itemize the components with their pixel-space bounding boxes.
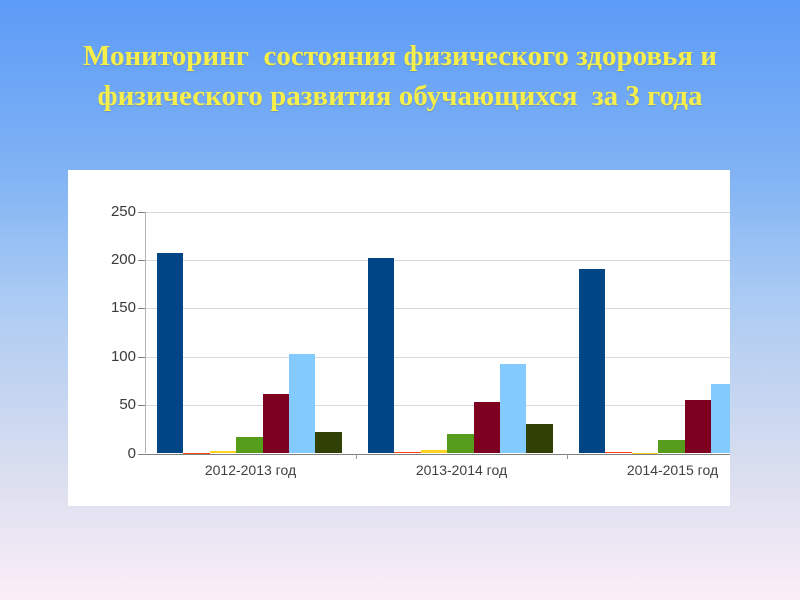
y-axis-label: 250	[110, 202, 136, 220]
y-axis-tick	[138, 356, 145, 358]
gridline	[145, 308, 730, 310]
bar-series-1-dark-blue-group3	[579, 268, 606, 454]
y-axis-tick	[138, 308, 145, 310]
bar-series-1-dark-blue-group1	[157, 253, 184, 454]
bar-series-7-dark-olive-group1	[315, 432, 342, 454]
y-axis-label: 0	[127, 444, 136, 462]
x-axis-label: 2013-2014 год	[415, 462, 508, 478]
x-axis-line	[138, 453, 730, 455]
y-axis-label: 200	[110, 251, 136, 269]
gridline	[145, 211, 730, 213]
bar-series-4-green-group1	[236, 437, 263, 454]
y-axis-line	[145, 211, 146, 454]
bar-series-2-orange-red-group2	[394, 451, 421, 454]
y-axis-label: 50	[119, 396, 136, 414]
x-axis-tick	[356, 453, 357, 459]
x-axis-label: 2014-2015 год	[626, 462, 719, 478]
bar-series-7-dark-olive-group2	[526, 424, 553, 454]
y-axis-label: 100	[110, 347, 136, 365]
bar-series-5-dark-red-group2	[473, 402, 500, 454]
bar-series-6-light-blue-group3	[711, 383, 730, 454]
bar-series-4-green-group3	[658, 439, 685, 454]
slide-title: Мониторинг состояния физического здоровь…	[0, 36, 800, 116]
bar-series-2-orange-red-group3	[605, 451, 632, 454]
y-axis-tick	[138, 211, 145, 213]
x-axis-tick	[567, 453, 568, 459]
bar-series-3-yellow-group2	[420, 449, 448, 454]
gridline	[145, 356, 730, 358]
bar-series-6-light-blue-group1	[289, 353, 316, 454]
slide-title-line2: физического развития обучающихся за 3 го…	[97, 80, 703, 112]
gridline	[145, 405, 730, 407]
y-axis-tick	[138, 453, 145, 455]
bar-series-1-dark-blue-group2	[368, 258, 395, 454]
bar-series-5-dark-red-group1	[262, 393, 289, 454]
y-axis-tick	[138, 260, 145, 262]
y-axis-label: 150	[110, 299, 136, 317]
x-axis-label: 2012-2013 год	[204, 462, 297, 478]
bar-series-3-yellow-group1	[209, 450, 237, 454]
gridline	[145, 260, 730, 262]
bar-series-2-orange-red-group1	[183, 452, 210, 454]
bar-series-5-dark-red-group3	[684, 400, 711, 454]
y-axis-tick	[138, 405, 145, 407]
bar-series-3-yellow-group3	[631, 452, 659, 454]
bar-chart-panel: 0 50 100 150 200 250 2012-2013 год 2013-2014 го…	[68, 170, 730, 506]
slide-title-line1: Мониторинг состояния физического здоровь…	[82, 40, 718, 72]
bar-series-6-light-blue-group2	[500, 363, 527, 454]
bar-series-4-green-group2	[447, 434, 474, 454]
